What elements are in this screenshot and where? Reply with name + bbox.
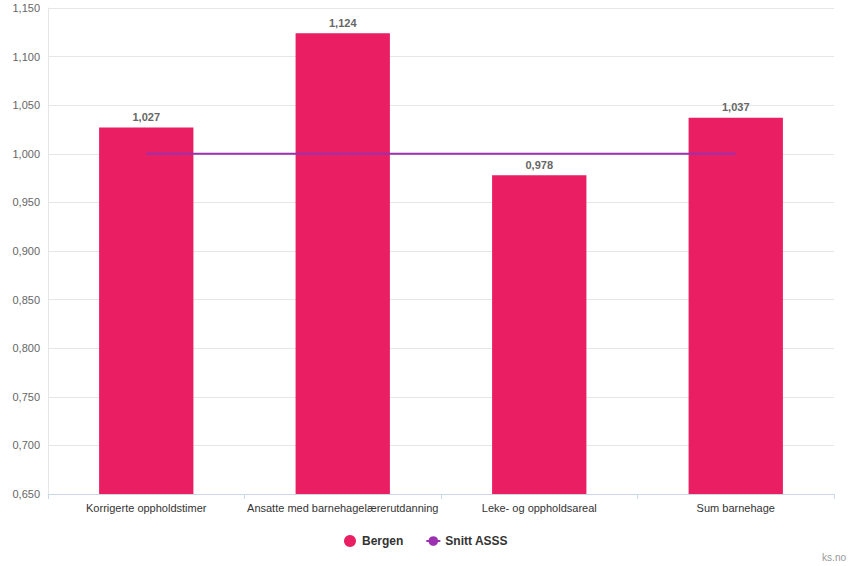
svg-text:1,027: 1,027 xyxy=(132,111,160,123)
svg-text:Sum barnehage: Sum barnehage xyxy=(697,502,775,514)
svg-text:1,050: 1,050 xyxy=(12,99,40,111)
svg-text:ks.no: ks.no xyxy=(822,552,846,563)
svg-text:Snitt ASSS: Snitt ASSS xyxy=(445,534,507,548)
svg-text:0,750: 0,750 xyxy=(12,391,40,403)
svg-text:0,978: 0,978 xyxy=(525,159,553,171)
svg-text:0,700: 0,700 xyxy=(12,439,40,451)
svg-text:0,900: 0,900 xyxy=(12,245,40,257)
svg-text:0,850: 0,850 xyxy=(12,294,40,306)
svg-text:1,150: 1,150 xyxy=(12,2,40,14)
svg-text:Korrigerte oppholdstimer: Korrigerte oppholdstimer xyxy=(86,502,207,514)
svg-text:Bergen: Bergen xyxy=(362,534,403,548)
svg-text:1,124: 1,124 xyxy=(329,17,357,29)
svg-text:0,800: 0,800 xyxy=(12,342,40,354)
svg-text:Leke- og oppholdsareal: Leke- og oppholdsareal xyxy=(482,502,597,514)
svg-text:0,650: 0,650 xyxy=(12,488,40,500)
svg-text:0,950: 0,950 xyxy=(12,196,40,208)
svg-text:1,100: 1,100 xyxy=(12,51,40,63)
svg-text:1,037: 1,037 xyxy=(722,101,750,113)
svg-text:Ansatte med barnehagelærerutda: Ansatte med barnehagelærerutdanning xyxy=(247,502,438,514)
svg-text:1,000: 1,000 xyxy=(12,148,40,160)
